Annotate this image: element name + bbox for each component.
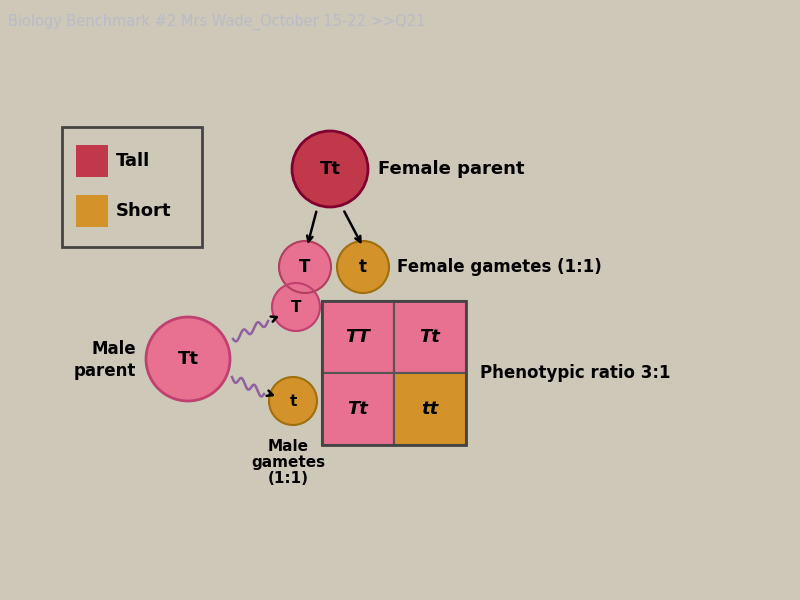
Circle shape bbox=[272, 283, 320, 331]
Text: Male: Male bbox=[267, 439, 309, 454]
Text: Male: Male bbox=[91, 340, 136, 358]
Text: (1:1): (1:1) bbox=[267, 471, 309, 486]
Bar bbox=[394, 373, 466, 445]
Text: Female gametes (1:1): Female gametes (1:1) bbox=[397, 258, 602, 276]
Circle shape bbox=[269, 377, 317, 425]
Text: TT: TT bbox=[346, 328, 370, 346]
Circle shape bbox=[292, 131, 368, 207]
Bar bbox=[76, 195, 108, 227]
Text: Tt: Tt bbox=[347, 400, 369, 418]
Text: Tt: Tt bbox=[319, 160, 341, 178]
Text: Tt: Tt bbox=[178, 350, 198, 368]
Bar bbox=[322, 301, 394, 373]
Bar bbox=[62, 127, 202, 247]
Circle shape bbox=[279, 241, 331, 293]
Text: t: t bbox=[359, 258, 367, 276]
Text: T: T bbox=[290, 299, 302, 314]
Circle shape bbox=[146, 317, 230, 401]
Text: Biology Benchmark #2 Mrs Wade_October 15-22 >>Q21: Biology Benchmark #2 Mrs Wade_October 15… bbox=[8, 13, 426, 29]
Text: Phenotypic ratio 3:1: Phenotypic ratio 3:1 bbox=[480, 364, 670, 382]
Text: parent: parent bbox=[74, 362, 136, 380]
Circle shape bbox=[337, 241, 389, 293]
Text: tt: tt bbox=[422, 400, 438, 418]
Text: gametes: gametes bbox=[251, 455, 325, 470]
Text: Tall: Tall bbox=[116, 152, 150, 170]
Bar bbox=[76, 145, 108, 177]
Text: T: T bbox=[299, 258, 310, 276]
Bar bbox=[322, 301, 466, 445]
Text: Tt: Tt bbox=[419, 328, 441, 346]
Text: Short: Short bbox=[116, 202, 171, 220]
Text: t: t bbox=[290, 394, 297, 409]
Bar bbox=[394, 301, 466, 373]
Text: Female parent: Female parent bbox=[378, 160, 525, 178]
Bar bbox=[322, 373, 394, 445]
